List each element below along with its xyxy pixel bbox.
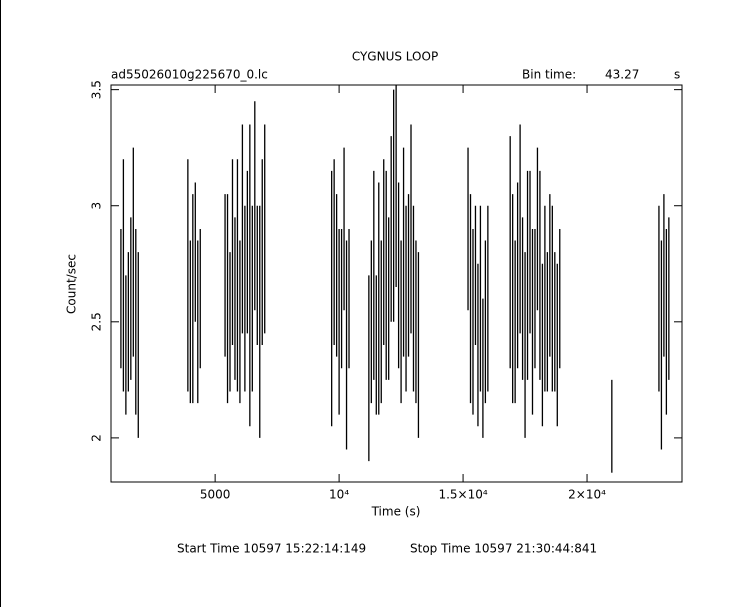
data-area [120,85,670,473]
y-tick-label: 2.5 [90,312,104,331]
stop-time: Stop Time 10597 21:30:44:841 [410,542,597,556]
y-tick-label: 2 [90,434,104,442]
file-name: ad55026010g225670_0.lc [111,68,268,82]
bin-time-label: Bin time: [522,68,576,82]
x-axis-label: Time (s) [371,505,421,519]
chart-title: CYGNUS LOOP [352,50,438,64]
y-axis-label: Count/sec [65,254,79,314]
bin-time-unit: s [674,68,680,82]
x-tick-label: 1.5×10⁴ [438,488,487,502]
x-tick-label: 5000 [200,488,231,502]
x-tick-label: 10⁴ [329,488,349,502]
x-tick-label: 2×10⁴ [568,488,606,502]
bin-time: 43.27 [605,68,639,82]
y-tick-label: 3 [90,202,104,210]
y-tick-label: 3.5 [90,80,104,99]
start-time: Start Time 10597 15:22:14:149 [177,542,366,556]
